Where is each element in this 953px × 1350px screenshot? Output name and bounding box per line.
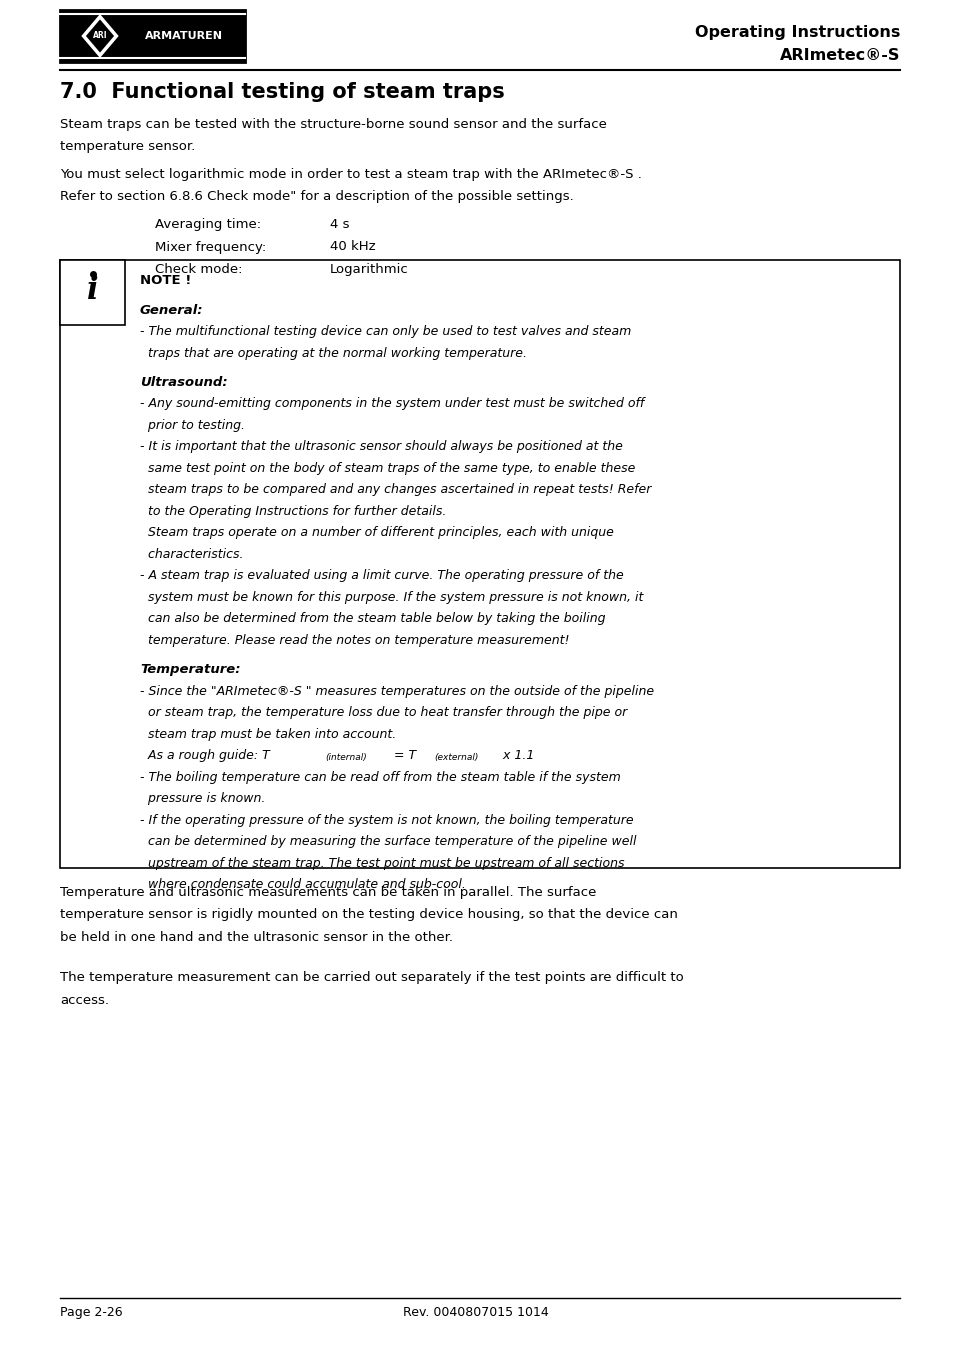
Text: You must select logarithmic mode in order to test a steam trap with the ARImetec: You must select logarithmic mode in orde… bbox=[60, 167, 641, 181]
Bar bbox=[60, 261, 125, 325]
Text: ARImetec®-S: ARImetec®-S bbox=[779, 47, 899, 62]
Text: or steam trap, the temperature loss due to heat transfer through the pipe or: or steam trap, the temperature loss due … bbox=[140, 706, 626, 720]
Text: As a rough guide: T: As a rough guide: T bbox=[140, 749, 270, 763]
Polygon shape bbox=[81, 14, 118, 58]
Text: prior to testing.: prior to testing. bbox=[140, 418, 245, 432]
Text: traps that are operating at the normal working temperature.: traps that are operating at the normal w… bbox=[140, 347, 526, 359]
Text: temperature sensor.: temperature sensor. bbox=[60, 140, 195, 153]
Text: Mixer frequency:: Mixer frequency: bbox=[154, 240, 266, 254]
Bar bbox=[60, 261, 899, 868]
Text: pressure is known.: pressure is known. bbox=[140, 792, 265, 806]
Text: system must be known for this purpose. If the system pressure is not known, it: system must be known for this purpose. I… bbox=[140, 591, 642, 603]
Text: - A steam trap is evaluated using a limit curve. The operating pressure of the: - A steam trap is evaluated using a limi… bbox=[140, 570, 623, 582]
Text: steam traps to be compared and any changes ascertained in repeat tests! Refer: steam traps to be compared and any chang… bbox=[140, 483, 651, 497]
Text: Refer to section 6.8.6 Check mode" for a description of the possible settings.: Refer to section 6.8.6 Check mode" for a… bbox=[60, 190, 573, 202]
Text: Steam traps can be tested with the structure-borne sound sensor and the surface: Steam traps can be tested with the struc… bbox=[60, 117, 606, 131]
Text: Temperature and ultrasonic measurements can be taken in parallel. The surface: Temperature and ultrasonic measurements … bbox=[60, 886, 596, 899]
Text: temperature. Please read the notes on temperature measurement!: temperature. Please read the notes on te… bbox=[140, 634, 569, 647]
Text: - Any sound-emitting components in the system under test must be switched off: - Any sound-emitting components in the s… bbox=[140, 397, 643, 410]
Text: 4 s: 4 s bbox=[330, 217, 349, 231]
Text: Ultrasound:: Ultrasound: bbox=[140, 377, 228, 389]
Text: - The multifunctional testing device can only be used to test valves and steam: - The multifunctional testing device can… bbox=[140, 325, 631, 338]
Text: NOTE !: NOTE ! bbox=[140, 274, 192, 288]
Text: Operating Instructions: Operating Instructions bbox=[694, 24, 899, 39]
Text: temperature sensor is rigidly mounted on the testing device housing, so that the: temperature sensor is rigidly mounted on… bbox=[60, 909, 678, 922]
Text: Averaging time:: Averaging time: bbox=[154, 217, 261, 231]
Text: access.: access. bbox=[60, 994, 109, 1007]
Text: Steam traps operate on a number of different principles, each with unique: Steam traps operate on a number of diffe… bbox=[140, 526, 613, 540]
Text: - Since the "ARImetec®-S " measures temperatures on the outside of the pipeline: - Since the "ARImetec®-S " measures temp… bbox=[140, 684, 654, 698]
Text: - If the operating pressure of the system is not known, the boiling temperature: - If the operating pressure of the syste… bbox=[140, 814, 633, 828]
Text: (internal): (internal) bbox=[324, 753, 366, 763]
Text: same test point on the body of steam traps of the same type, to enable these: same test point on the body of steam tra… bbox=[140, 462, 635, 475]
Text: Page 2-26: Page 2-26 bbox=[60, 1305, 123, 1319]
Text: steam trap must be taken into account.: steam trap must be taken into account. bbox=[140, 728, 395, 741]
Text: General:: General: bbox=[140, 304, 203, 316]
Text: where condensate could accumulate and sub-cool.: where condensate could accumulate and su… bbox=[140, 879, 465, 891]
Text: = T: = T bbox=[390, 749, 419, 763]
Text: ARMATUREN: ARMATUREN bbox=[145, 31, 223, 40]
Text: can be determined by measuring the surface temperature of the pipeline well: can be determined by measuring the surfa… bbox=[140, 836, 636, 849]
Text: 40 kHz: 40 kHz bbox=[330, 240, 375, 254]
Text: can also be determined from the steam table below by taking the boiling: can also be determined from the steam ta… bbox=[140, 613, 605, 625]
Text: ARI: ARI bbox=[92, 31, 107, 40]
Text: i: i bbox=[87, 275, 98, 306]
Text: Temperature:: Temperature: bbox=[140, 663, 240, 676]
Polygon shape bbox=[84, 18, 115, 55]
Text: Rev. 0040807015 1014: Rev. 0040807015 1014 bbox=[403, 1305, 548, 1319]
Text: Logarithmic: Logarithmic bbox=[330, 263, 408, 275]
Text: x 1.1: x 1.1 bbox=[498, 749, 534, 763]
Text: Check mode:: Check mode: bbox=[154, 263, 242, 275]
Text: (external): (external) bbox=[434, 753, 477, 763]
Text: to the Operating Instructions for further details.: to the Operating Instructions for furthe… bbox=[140, 505, 446, 518]
Text: characteristics.: characteristics. bbox=[140, 548, 243, 562]
Text: The temperature measurement can be carried out separately if the test points are: The temperature measurement can be carri… bbox=[60, 972, 683, 984]
Text: upstream of the steam trap. The test point must be upstream of all sections: upstream of the steam trap. The test poi… bbox=[140, 857, 624, 869]
Text: - The boiling temperature can be read off from the steam table if the system: - The boiling temperature can be read of… bbox=[140, 771, 620, 784]
Bar bbox=[60, 9, 245, 62]
Text: be held in one hand and the ultrasonic sensor in the other.: be held in one hand and the ultrasonic s… bbox=[60, 931, 453, 944]
Text: 7.0  Functional testing of steam traps: 7.0 Functional testing of steam traps bbox=[60, 82, 504, 103]
Text: - It is important that the ultrasonic sensor should always be positioned at the: - It is important that the ultrasonic se… bbox=[140, 440, 622, 454]
